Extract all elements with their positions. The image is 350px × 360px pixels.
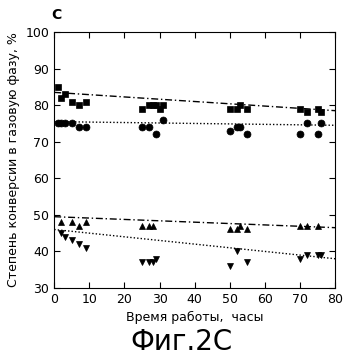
X-axis label: Время работы,  часы: Время работы, часы: [126, 311, 264, 324]
Text: C: C: [51, 8, 62, 22]
Y-axis label: Степень конверсии в газовую фазу, %: Степень конверсии в газовую фазу, %: [7, 32, 20, 287]
Text: Фиг.2С: Фиг.2С: [131, 328, 233, 356]
